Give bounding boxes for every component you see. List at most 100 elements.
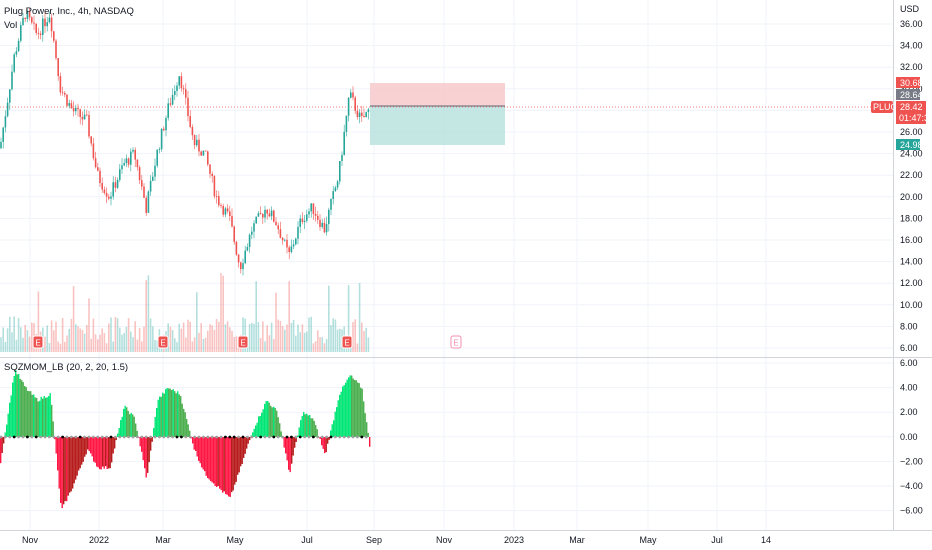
momentum-bar [355,380,357,437]
candle-body [130,151,132,165]
momentum-bar [51,404,53,437]
momentum-bar [127,410,129,437]
momentum-bar [192,437,194,444]
squeeze-dot [250,435,254,439]
volume-bar [330,325,332,352]
candle-body [185,89,187,98]
momentum-bar [187,424,189,437]
volume-bar [132,337,134,352]
volume-bar [292,319,295,352]
volume-bar [53,330,55,352]
volume-bar [222,275,224,352]
volume-bar [365,327,367,352]
momentum-bar [168,388,170,437]
stop-price-tag [896,77,920,88]
volume-bar [127,318,130,352]
candle-body [79,109,81,118]
candle-body [37,32,40,34]
momentum-bar [264,403,266,437]
volume-bar [268,335,271,352]
volume-bar [130,331,132,352]
price-tick-label: 16.00 [900,235,923,245]
candle-body [330,199,332,210]
momentum-bar [69,437,71,493]
momentum-bar [289,437,291,473]
earnings-marker[interactable]: E [157,335,169,349]
momentum-bar [166,388,168,437]
momentum-bar [217,437,219,487]
momentum-bar [234,437,236,485]
candle-body [9,89,11,103]
momentum-bar [117,433,119,437]
candle-body [77,107,79,110]
squeeze-dot [210,435,214,439]
momentum-bar [66,437,68,502]
volume-bar [83,333,86,352]
candle-body [215,196,218,197]
momentum-bar [351,375,353,437]
earnings-marker[interactable]: E [450,335,462,349]
volume-bar [211,325,213,352]
squeeze-dot [65,435,69,439]
candle-body [81,117,84,120]
candle-body [345,115,348,132]
momentum-bar [154,416,156,437]
momentum-bar [214,437,216,486]
volume-bar [332,318,334,352]
momentum-bar [358,383,360,437]
earnings-badge[interactable] [341,335,353,349]
volume-bar [66,335,68,352]
volume-bar [323,343,326,352]
momentum-bar [253,428,255,437]
candle-body [299,218,301,227]
candle-body [273,210,275,222]
squeeze-dot [74,435,78,439]
earnings-badge[interactable] [450,335,462,349]
momentum-bar [180,396,182,437]
momentum-bar [228,437,230,497]
momentum-bar [244,437,246,454]
candle-body [248,234,251,247]
price-axis[interactable]: 36.0034.0032.0030.0028.0026.0024.0022.00… [900,19,923,353]
earnings-marker[interactable]: E [237,335,249,349]
candle-body [325,224,328,233]
momentum-bar [58,437,60,489]
take-profit-zone[interactable] [370,106,505,145]
momentum-bar [118,428,120,437]
momentum-bar [319,437,321,439]
candle-body [317,215,319,220]
earnings-marker[interactable]: E [341,335,353,349]
momentum-bar [96,437,98,467]
volume-bar [299,332,301,352]
squeeze-dot [254,435,258,439]
momentum-bar [159,396,161,437]
candle-body [20,25,22,41]
earnings-marker[interactable]: E [32,335,44,349]
earnings-badge[interactable] [157,335,169,349]
entry-price-tag [896,89,920,100]
candle-body [147,191,150,213]
momentum-bar [198,437,200,461]
momentum-bar [42,398,44,437]
candle-body [154,165,156,177]
momentum-bar [216,437,218,488]
volume-bar [218,321,220,352]
volume-bar [215,318,218,352]
earnings-badge[interactable] [32,335,44,349]
earnings-badge[interactable] [237,335,249,349]
squeeze-dot [268,435,271,439]
time-axis[interactable]: Nov 2022 Mar May Jul Sep Nov 2023 Mar May Jul 14 [22,535,771,545]
candle-body [301,218,304,222]
squeeze-dot [56,435,60,439]
indicator-axis[interactable]: 6.00 4.00 2.00 0.00 −2.00 −4.00 −6.00 [900,358,923,516]
volume-bar [99,334,101,352]
price-tick-label: 12.00 [900,278,923,288]
momentum-bar [285,437,287,454]
squeeze-dot [338,435,342,439]
long-position-tool[interactable] [370,83,505,145]
stop-loss-zone[interactable] [370,83,505,106]
candle-body [138,167,141,181]
volume-bar [169,326,172,352]
